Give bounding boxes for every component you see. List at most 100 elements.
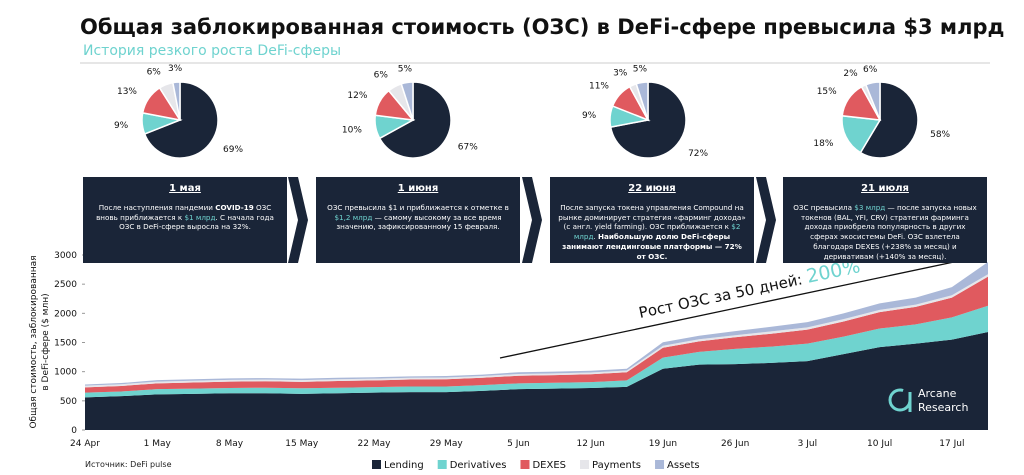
- x-tick-label: 3 Jul: [798, 439, 817, 449]
- chevron: [756, 177, 776, 263]
- y-axis-label: Общая стоимость, заблокированная: [29, 255, 39, 428]
- legend-label: DEXES: [532, 460, 566, 471]
- pie-label: 72%: [688, 149, 708, 159]
- pie-label: 5%: [398, 65, 413, 75]
- x-tick-label: 22 May: [357, 439, 391, 449]
- area-band: [85, 305, 988, 398]
- pie-label: 18%: [813, 139, 833, 149]
- legend-swatch: [520, 460, 530, 469]
- y-tick-label: 0: [71, 426, 77, 436]
- text-run: $1 млрд: [184, 212, 216, 222]
- panel-date: 22 июня: [628, 183, 676, 194]
- x-tick-label: 19 Jun: [649, 439, 677, 449]
- text-run: $3 млрд: [854, 203, 886, 212]
- text-run: $2 млрд: [573, 222, 741, 242]
- pie-slice: [859, 81, 919, 159]
- chevrons: [288, 177, 776, 263]
- subtitle: История резкого роста DeFi-сферы: [83, 43, 341, 59]
- pie-label: 11%: [589, 82, 609, 92]
- legend-swatch: [655, 460, 665, 469]
- text-run: . С начала года ОЗС в DeFi-сфере выросла…: [119, 212, 274, 232]
- pie-label: 13%: [117, 87, 137, 97]
- y-tick-label: 1500: [54, 339, 77, 349]
- pie-label: 3%: [613, 68, 628, 78]
- x-tick-label: 17 Jul: [939, 439, 964, 449]
- logo-text: Research: [918, 401, 968, 414]
- growth-arrow: [499, 258, 969, 359]
- legend-label: Assets: [667, 460, 700, 471]
- x-tick-label: 8 May: [216, 439, 244, 449]
- text-run: ОЗС превысила: [793, 203, 855, 212]
- pie-label: 9%: [582, 111, 597, 121]
- y-tick-label: 2500: [54, 280, 77, 290]
- pie-label: 67%: [458, 142, 478, 152]
- pie-label: 6%: [374, 70, 389, 80]
- timeline-panel: 1 июня ОЗС превысила $1 и приближается к …: [316, 177, 520, 263]
- pie-label: 69%: [223, 145, 243, 155]
- area-band: [85, 332, 988, 430]
- logo-text: Arcane: [918, 387, 957, 400]
- panel-date: 1 мая: [169, 183, 201, 194]
- pie-label: 15%: [817, 87, 837, 97]
- x-tick-label: 12 Jun: [576, 439, 604, 449]
- pie-label: 2%: [843, 69, 858, 79]
- pie-slice: [378, 81, 452, 159]
- panel-date: 1 июня: [397, 183, 439, 194]
- logo: Arcane Research: [888, 387, 968, 414]
- area-band: [85, 262, 988, 386]
- panel-date: 21 июля: [861, 183, 909, 194]
- y-tick-label: 3000: [54, 251, 77, 261]
- pie-label: 10%: [342, 126, 362, 136]
- timeline-panel: 21 июля ОЗС превысила $3 млрд — после зап…: [783, 177, 987, 263]
- x-tick-label: 24 Apr: [70, 439, 100, 449]
- x-tick-label: 10 Jul: [867, 439, 892, 449]
- source: Источник: DeFi pulse: [85, 460, 172, 469]
- text-run: — после запуска новых токенов (BAL, YFI,…: [801, 203, 977, 261]
- x-tick-label: 29 May: [430, 439, 464, 449]
- pie-slice: [841, 114, 882, 154]
- pie-slice: [400, 81, 414, 121]
- pie-label: 6%: [863, 65, 878, 75]
- panel-text: ОЗС превысила $1 и приближается к отметк…: [324, 203, 512, 232]
- text-run: ОЗС вновь приближается к: [96, 203, 272, 222]
- panel-text: После наступления пандемии COVID-19 ОЗС …: [91, 203, 279, 232]
- legend-label: Derivatives: [450, 460, 507, 471]
- pie-slice: [172, 81, 181, 121]
- x-tick-label: 5 Jun: [507, 439, 530, 449]
- pie-label: 58%: [930, 130, 950, 140]
- timeline-panel: 1 мая После наступления пандемии COVID-19…: [83, 177, 287, 263]
- chevron: [522, 177, 542, 263]
- text-run: После наступления пандемии: [98, 203, 216, 212]
- pie-label: 12%: [347, 91, 367, 101]
- y-tick-label: 500: [60, 397, 77, 407]
- annotation-text: Рост ОЗС за 50 дней:: [637, 270, 804, 322]
- plot: 69% 9% 13% 6% 3% 67% 10% 12% 6% 5% 72% 9% 11% 3% 5% 58%…: [29, 64, 988, 471]
- text-run: $1,2 млрд: [334, 212, 373, 222]
- text-run: — самому высокому за все время значению,…: [336, 212, 502, 232]
- text-run: После запуска токена управления Compound…: [558, 203, 746, 232]
- pie-slice: [635, 81, 649, 121]
- x-tick-label: 15 May: [285, 439, 319, 449]
- legend-label: Payments: [592, 460, 641, 471]
- panel-text: После запуска токена управления Compound…: [558, 203, 746, 261]
- area-band: [85, 276, 988, 393]
- legend-label: Lending: [384, 460, 424, 471]
- timeline-panel: 22 июня После запуска токена управления C…: [550, 177, 754, 263]
- text-run: Наибольшую долю DeFi-сферы занимают ленд…: [562, 232, 742, 261]
- pie-label: 9%: [114, 121, 129, 131]
- pie-label: 5%: [633, 65, 648, 75]
- title: Общая заблокированная стоимость (ОЗС) в …: [80, 15, 1004, 39]
- legend-swatch: [437, 460, 447, 469]
- x-tick-label: 1 May: [144, 439, 172, 449]
- pie-label: 6%: [147, 68, 162, 78]
- text-run: COVID-19: [215, 203, 254, 212]
- text-run: .: [593, 232, 599, 242]
- y-tick-label: 1000: [54, 368, 77, 378]
- panel-text: ОЗС превысила $3 млрд — после запуска но…: [791, 203, 979, 261]
- x-tick-label: 26 Jun: [721, 439, 749, 449]
- pie-label: 3%: [168, 64, 183, 74]
- text-run: ОЗС превысила $1 и приближается к отметк…: [327, 203, 509, 212]
- y-axis-label: в DeFi-сфере ($ млн): [41, 293, 51, 390]
